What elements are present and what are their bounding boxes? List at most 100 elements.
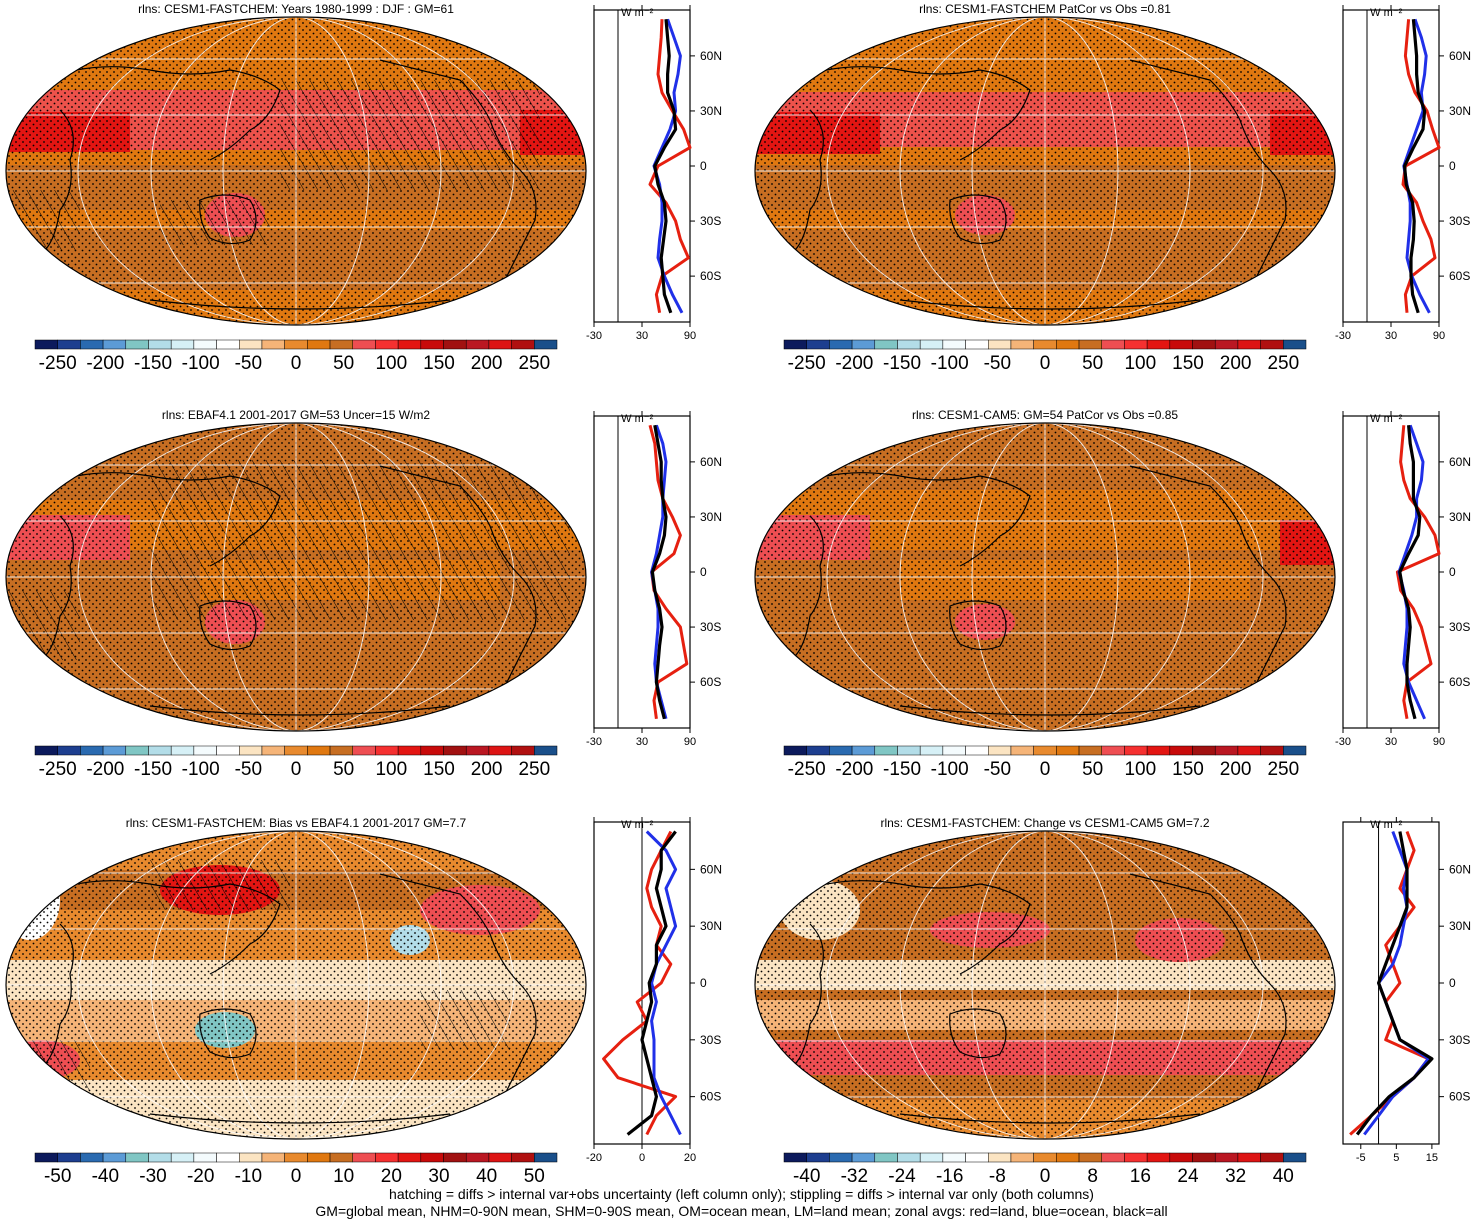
colorbar-swatch xyxy=(284,1152,308,1163)
colorbar-swatch xyxy=(284,339,308,350)
colorbar-swatch xyxy=(829,745,853,756)
colorbar-tick-label: -50 xyxy=(984,353,1011,374)
map-border xyxy=(5,422,587,732)
zonal-x-tick-label: -30 xyxy=(1335,736,1351,748)
colorbar-tick-label: -32 xyxy=(841,1166,868,1187)
colorbar-swatch xyxy=(1260,1152,1284,1163)
colorbar-swatch xyxy=(511,745,535,756)
colorbar-swatch xyxy=(307,1152,331,1163)
colorbar: -50 -40 -30 -20 -10 0 10 20 30 40 50 xyxy=(34,1152,558,1187)
colorbar-swatch xyxy=(988,339,1012,350)
colorbar-tick-label: -30 xyxy=(139,1166,166,1187)
colorbar-tick-label: -200 xyxy=(86,759,124,780)
colorbar-swatch xyxy=(261,1152,285,1163)
zonal-frame xyxy=(1342,415,1440,729)
zonal-lat-label: 60N xyxy=(1449,862,1471,876)
hatching-pacific xyxy=(280,80,540,190)
colorbar-tick-label: 150 xyxy=(423,353,455,374)
zonal-x-tick-label: 30 xyxy=(1385,330,1397,342)
zonal-line-all xyxy=(1398,425,1422,720)
colorbar-swatch xyxy=(329,339,353,350)
colorbar-swatch xyxy=(352,1152,376,1163)
colorbar-tick-label: -150 xyxy=(883,353,921,374)
zonal-units-label: W m⁻² xyxy=(1370,7,1402,19)
colorbar-swatch xyxy=(1078,339,1102,350)
zonal-line-land xyxy=(602,830,678,1136)
colorbar-swatch xyxy=(1192,339,1216,350)
colorbar-tick-label: -150 xyxy=(883,759,921,780)
colorbar-swatch xyxy=(942,1152,966,1163)
colorbar-swatch xyxy=(1010,745,1034,756)
coastlines xyxy=(794,873,1287,1124)
colorbar-swatch xyxy=(1214,1152,1239,1163)
colorbar-swatch xyxy=(102,1152,127,1163)
map-border xyxy=(5,16,587,326)
colorbar-swatch xyxy=(1101,339,1125,350)
colorbar-swatch xyxy=(216,1152,240,1163)
zonal-lat-label: 30N xyxy=(1449,510,1471,524)
colorbar-tick-label: 20 xyxy=(381,1166,402,1187)
zonal-x-tick-label: 90 xyxy=(1433,736,1445,748)
colorbar-swatch xyxy=(1283,745,1307,756)
colorbar-tick-label: -150 xyxy=(134,759,172,780)
colorbar-tick-label: 200 xyxy=(1220,353,1252,374)
map xyxy=(755,17,1335,325)
colorbar-tick-label: 40 xyxy=(476,1166,497,1187)
colorbar: -250 -200 -150 -100 -50 0 50 100 150 200 250 xyxy=(783,339,1307,374)
colorbar-swatch xyxy=(352,745,376,756)
colorbar-swatch xyxy=(1192,745,1216,756)
panel-6: rlns: CESM1-FASTCHEM: Change vs CESM1-CA… xyxy=(754,816,1471,1187)
colorbar-tick-label: -250 xyxy=(39,353,77,374)
colorbar-swatch xyxy=(874,339,898,350)
zonal-mean-plot: W m⁻² 60N 30N 0 30S 60S -20 0 20 xyxy=(586,817,722,1164)
colorbar-swatch xyxy=(80,745,104,756)
colorbar-swatch xyxy=(1101,745,1125,756)
colorbar-swatch xyxy=(1056,1152,1080,1163)
zonal-frame xyxy=(1342,9,1440,323)
colorbar-swatch xyxy=(148,745,172,756)
zonal-x-tick-label: 15 xyxy=(1426,1152,1438,1164)
colorbar-swatch xyxy=(851,745,876,756)
colorbar-swatch xyxy=(397,745,422,756)
map-border xyxy=(5,830,587,1140)
colorbar-tick-label: 150 xyxy=(1172,353,1204,374)
footer-note-hatching: hatching = diffs > internal var+obs unce… xyxy=(389,1186,1094,1202)
colorbar-tick-label: 0 xyxy=(291,1166,302,1187)
colorbar-swatch xyxy=(897,339,921,350)
zonal-lat-label: 60S xyxy=(700,269,721,283)
colorbar: -250 -200 -150 -100 -50 0 50 100 150 200 250 xyxy=(783,745,1307,780)
zonal-mean-plot: W m⁻² 60N 30N 0 30S 60S -30 30 90 xyxy=(1335,411,1471,748)
colorbar-swatch xyxy=(193,1152,217,1163)
colorbar-swatch xyxy=(443,1152,467,1163)
zonal-lat-label: 60S xyxy=(1449,1090,1470,1104)
zonal-lat-label: 30S xyxy=(1449,620,1470,634)
colorbar-swatch xyxy=(534,339,558,350)
colorbar-swatch xyxy=(1033,1152,1057,1163)
colorbar-swatch xyxy=(1237,745,1261,756)
zonal-x-tick-label: -5 xyxy=(1356,1152,1366,1164)
colorbar-tick-label: -200 xyxy=(86,353,124,374)
map xyxy=(6,17,586,325)
colorbar-swatch xyxy=(420,1152,444,1163)
colorbar: -250 -200 -150 -100 -50 0 50 100 150 200 250 xyxy=(34,745,558,780)
colorbar-swatch xyxy=(443,745,467,756)
colorbar-tick-label: 50 xyxy=(524,1166,545,1187)
colorbar-tick-label: 40 xyxy=(1273,1166,1294,1187)
zonal-x-tick-label: 30 xyxy=(636,330,648,342)
colorbar-swatch xyxy=(80,339,104,350)
colorbar-swatch xyxy=(1283,1152,1307,1163)
colorbar-tick-label: 24 xyxy=(1177,1166,1199,1187)
zonal-lat-label: 60S xyxy=(700,675,721,689)
colorbar-tick-label: 100 xyxy=(375,353,407,374)
colorbar-swatch xyxy=(806,1152,830,1163)
panel-4: rlns: CESM1-CAM5: GM=54 PatCor vs Obs =0… xyxy=(754,408,1471,780)
colorbar-swatch xyxy=(897,745,921,756)
colorbar-swatch xyxy=(1124,745,1148,756)
colorbar-swatch xyxy=(375,339,399,350)
colorbar-swatch xyxy=(239,1152,263,1163)
colorbar-tick-label: -250 xyxy=(788,759,826,780)
zonal-lat-label: 0 xyxy=(700,565,707,579)
zonal-x-tick-label: -30 xyxy=(586,330,602,342)
colorbar-swatch xyxy=(1214,339,1239,350)
